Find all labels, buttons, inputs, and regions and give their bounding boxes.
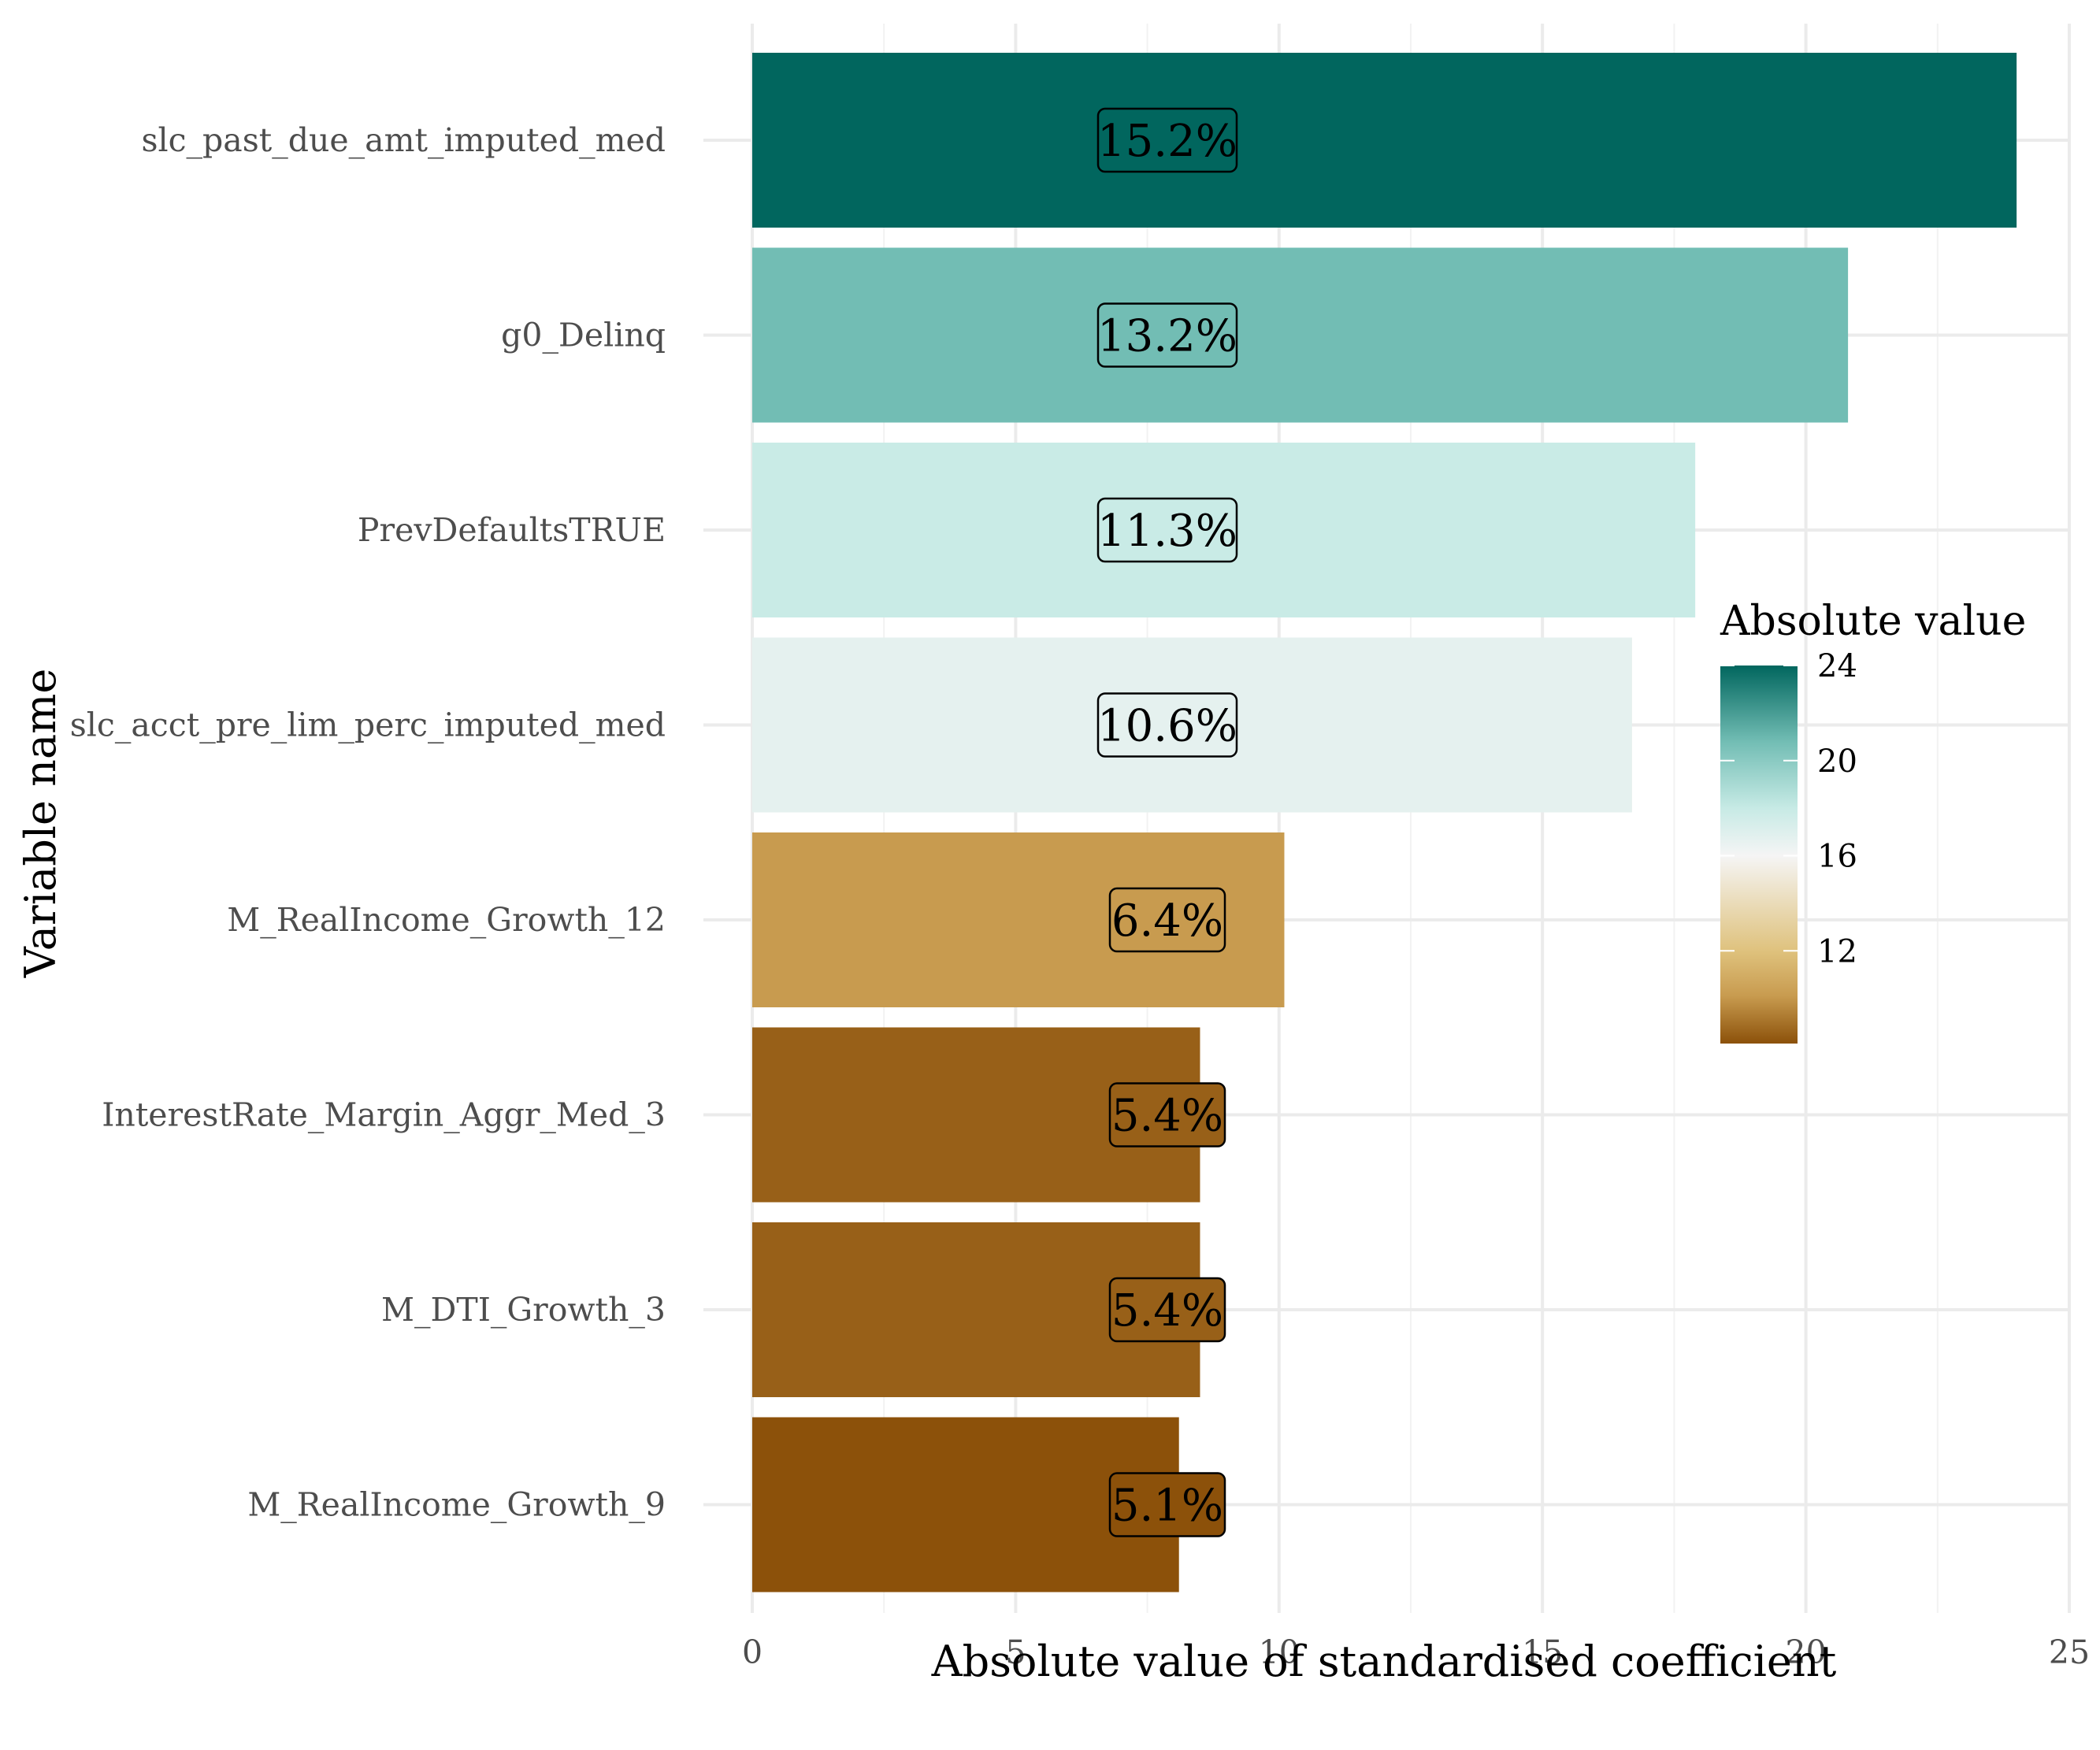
y-axis: slc_past_due_amt_imputed_med g0_Delinq Pre… xyxy=(70,121,666,1524)
y-tick-label: PrevDefaultsTRUE xyxy=(358,511,666,549)
data-label: 11.3% xyxy=(1097,506,1237,557)
data-label-box xyxy=(1108,1277,1226,1343)
data-label-group: 5.1% xyxy=(1108,1472,1226,1537)
bar xyxy=(752,247,1849,423)
data-label-group: 6.4% xyxy=(1108,887,1226,953)
data-label-box xyxy=(1096,497,1238,563)
data-label-box xyxy=(1096,692,1238,758)
data-label: 13.2% xyxy=(1097,311,1237,362)
x-tick-label: 5 xyxy=(1005,1633,1026,1671)
data-label-group: 11.3% xyxy=(1096,497,1238,563)
y-tick-label: M_RealIncome_Growth_9 xyxy=(247,1486,666,1524)
x-tick-label: 10 xyxy=(1259,1633,1300,1671)
x-tick-label: 15 xyxy=(1522,1633,1563,1671)
data-label-group: 5.4% xyxy=(1108,1277,1226,1343)
data-label-box xyxy=(1108,1472,1226,1537)
data-label: 10.6% xyxy=(1097,701,1237,752)
data-label-group: 13.2% xyxy=(1096,302,1238,368)
legend-ticks: 12 16 20 24 xyxy=(1720,648,1857,970)
y-tick-label: g0_Delinq xyxy=(501,317,666,354)
y-tick-label: M_DTI_Growth_3 xyxy=(381,1291,666,1329)
data-label-box xyxy=(1108,1082,1226,1148)
data-label: 6.4% xyxy=(1111,895,1223,947)
y-axis-title: Variable name xyxy=(16,669,65,979)
data-label-box xyxy=(1096,107,1238,173)
data-label-box xyxy=(1108,887,1226,953)
data-label-group: 10.6% xyxy=(1096,692,1238,758)
data-label: 5.4% xyxy=(1111,1285,1223,1337)
data-label-group: 15.2% xyxy=(1096,107,1238,173)
legend-tick-label: 20 xyxy=(1817,743,1857,780)
y-tick-label: slc_past_due_amt_imputed_med xyxy=(141,121,666,159)
data-label-box xyxy=(1096,302,1238,368)
color-legend: Absolute value 12 16 20 24 xyxy=(1720,598,2026,1044)
x-tick-label: 20 xyxy=(1786,1633,1827,1671)
legend-tick-label: 24 xyxy=(1817,648,1857,684)
bar xyxy=(752,1417,1179,1592)
x-tick-label: 25 xyxy=(2049,1633,2090,1671)
data-labels: 15.2% 13.2% 11.3% 10.6% 6.4% 5.4% 5.4% 5.1% xyxy=(1096,107,1238,1537)
data-label-group: 5.4% xyxy=(1108,1082,1226,1148)
data-label: 15.2% xyxy=(1097,116,1237,167)
bar xyxy=(752,53,2017,228)
x-axis: 0 5 10 15 20 25 xyxy=(742,1633,2090,1671)
y-tick-label: slc_acct_pre_lim_perc_imputed_med xyxy=(70,706,666,744)
data-label: 5.4% xyxy=(1111,1091,1223,1142)
y-tick-label: InterestRate_Margin_Aggr_Med_3 xyxy=(102,1096,666,1134)
legend-color-bar xyxy=(1720,666,1798,1044)
legend-tick-label: 12 xyxy=(1817,933,1857,970)
bars xyxy=(752,53,2017,1592)
x-axis-title: Absolute value of standardised coefficie… xyxy=(931,1637,1837,1686)
y-tick-label: M_RealIncome_Growth_12 xyxy=(227,901,666,939)
x-tick-label: 0 xyxy=(742,1633,762,1671)
data-label: 5.1% xyxy=(1111,1481,1223,1532)
legend-title: Absolute value xyxy=(1720,598,2026,645)
legend-tick-label: 16 xyxy=(1817,839,1857,875)
